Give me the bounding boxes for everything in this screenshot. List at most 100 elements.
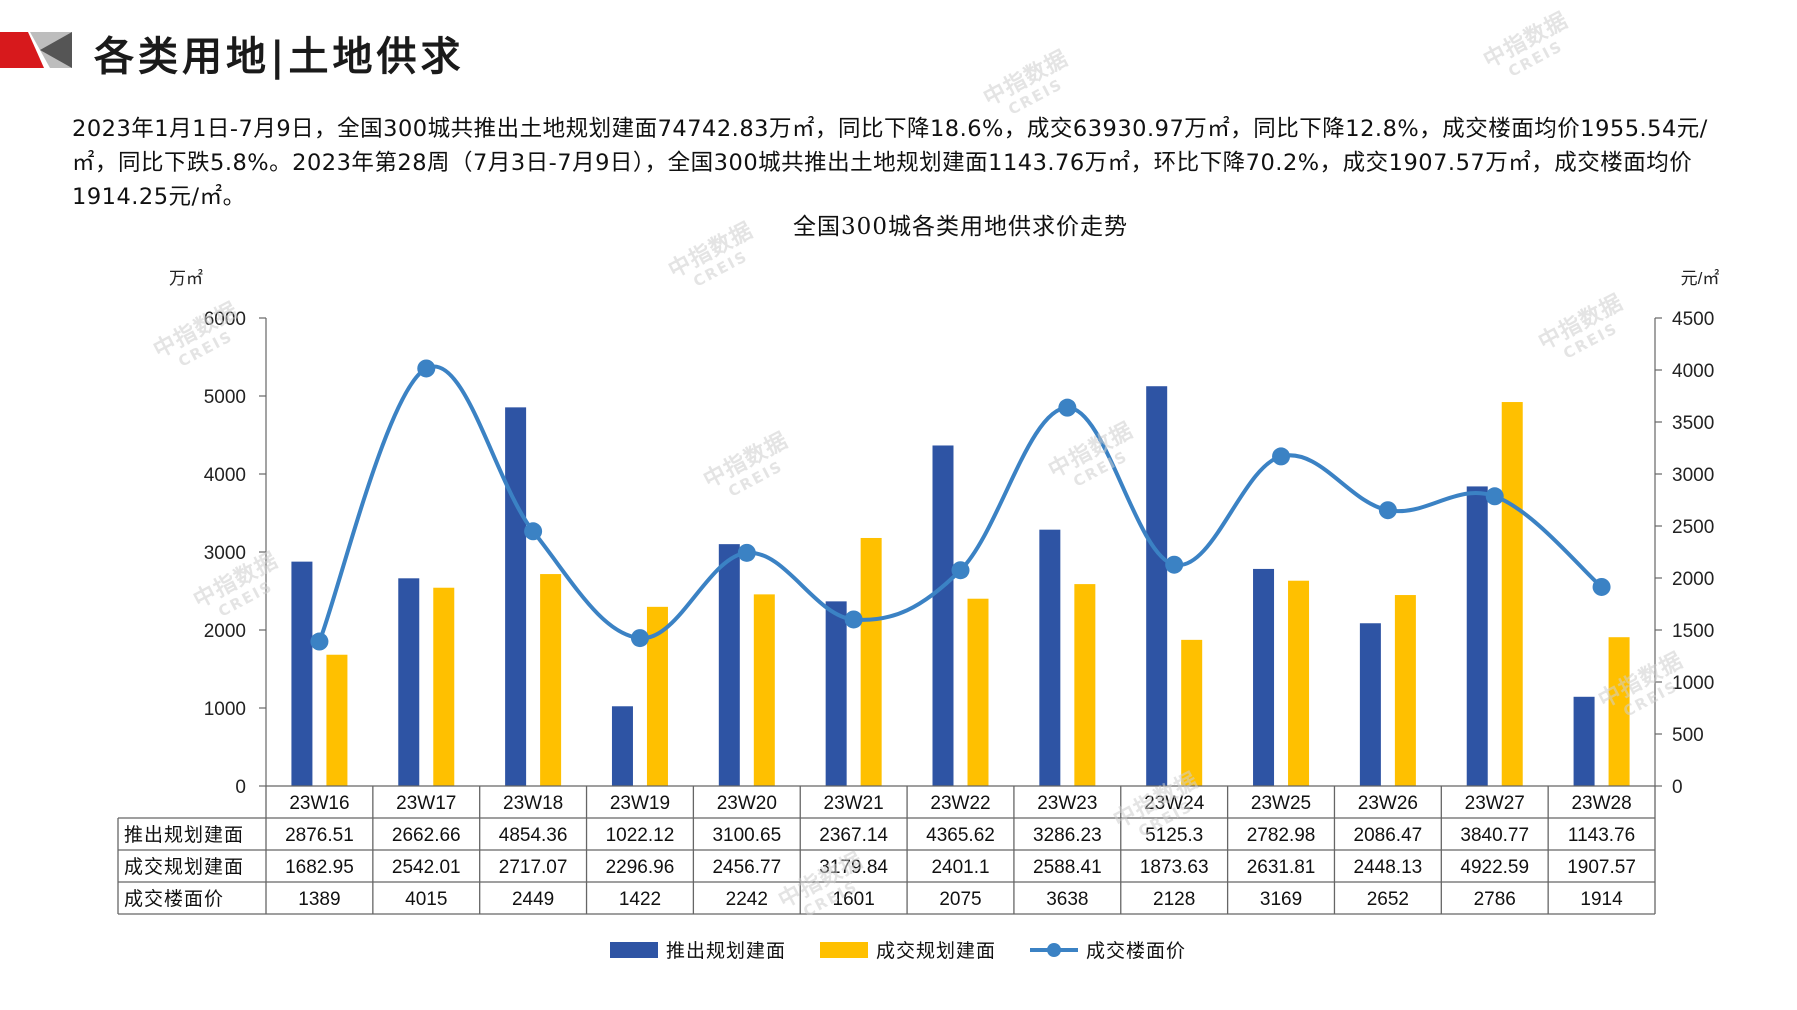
line-point [844, 610, 863, 629]
table-cell: 1601 [833, 889, 875, 910]
y-left-tick-label: 0 [235, 777, 246, 798]
legend-swatch-deal [820, 942, 868, 958]
line-point [417, 359, 436, 378]
table-cell: 2449 [512, 889, 554, 910]
bar-deal [540, 574, 562, 786]
table-cell: 2588.41 [1033, 857, 1102, 878]
bar-deal [326, 654, 348, 786]
y-right-unit-label: 元/㎡ [1681, 269, 1720, 288]
bar-deal [860, 537, 882, 786]
table-cell: 1389 [298, 889, 340, 910]
table-cell: 3840.77 [1460, 825, 1529, 846]
bar-supply [505, 407, 527, 786]
y-right-tick-label: 2000 [1672, 569, 1714, 590]
table-cell: 2717.07 [499, 857, 568, 878]
x-tick-label: 23W18 [503, 793, 563, 814]
table-cell: 2456.77 [712, 857, 781, 878]
y-right-tick-label: 2500 [1672, 517, 1714, 538]
legend-swatch-supply [610, 942, 658, 958]
x-tick-label: 23W28 [1571, 793, 1631, 814]
bar-deal [1608, 637, 1630, 786]
table-cell: 1022.12 [606, 825, 675, 846]
x-tick-label: 23W21 [824, 793, 884, 814]
table-cell: 2075 [939, 889, 981, 910]
bar-supply [932, 445, 954, 786]
table-cell: 2542.01 [392, 857, 461, 878]
table-cell: 1873.63 [1140, 857, 1209, 878]
x-tick-label: 23W16 [289, 793, 349, 814]
table-cell: 2786 [1474, 889, 1516, 910]
y-left-tick-label: 6000 [204, 309, 246, 330]
y-right-tick-label: 3500 [1672, 413, 1714, 434]
bar-supply [1146, 386, 1168, 786]
legend-label-price: 成交楼面价 [1086, 940, 1186, 962]
x-tick-label: 23W20 [717, 793, 777, 814]
y-right-tick-label: 4500 [1672, 309, 1714, 330]
table-cell: 3286.23 [1033, 825, 1102, 846]
table-cell: 3179.84 [819, 857, 888, 878]
line-point [1058, 398, 1077, 417]
line-point [1485, 487, 1504, 506]
y-right-tick-label: 500 [1672, 725, 1704, 746]
x-tick-label: 23W27 [1465, 793, 1525, 814]
line-point [630, 629, 649, 648]
y-right-tick-label: 1000 [1672, 673, 1714, 694]
line-point [1272, 447, 1291, 466]
y-right-tick-label: 0 [1672, 777, 1683, 798]
bar-deal [1074, 584, 1096, 786]
table-cell: 2367.14 [819, 825, 888, 846]
bar-deal [1501, 402, 1523, 786]
bar-supply [291, 561, 313, 786]
table-cell: 2782.98 [1247, 825, 1316, 846]
table-cell: 1422 [619, 889, 661, 910]
line-point [524, 522, 543, 541]
bar-supply [398, 578, 420, 786]
x-tick-label: 23W19 [610, 793, 670, 814]
y-left-unit-label: 万㎡ [169, 269, 203, 288]
bar-supply [718, 544, 740, 786]
y-left-tick-label: 1000 [204, 699, 246, 720]
table-cell: 1143.76 [1568, 825, 1635, 846]
y-left-tick-label: 5000 [204, 387, 246, 408]
bar-supply [1466, 486, 1488, 786]
bar-supply [825, 601, 847, 786]
legend-label-supply: 推出规划建面 [666, 940, 786, 962]
y-left-tick-label: 3000 [204, 543, 246, 564]
y-right-tick-label: 3000 [1672, 465, 1714, 486]
bar-deal [1394, 595, 1416, 786]
legend-label-deal: 成交规划建面 [876, 940, 996, 962]
x-tick-label: 23W26 [1358, 793, 1418, 814]
table-cell: 2662.66 [392, 825, 461, 846]
bar-deal [753, 594, 775, 786]
line-point [1165, 555, 1184, 574]
line-point [951, 561, 970, 580]
bar-supply [1253, 568, 1275, 786]
bar-deal [433, 587, 455, 786]
bar-supply [1359, 623, 1381, 786]
table-cell: 2128 [1153, 889, 1195, 910]
table-cell: 1907.57 [1567, 857, 1636, 878]
table-cell: 3100.65 [712, 825, 781, 846]
table-cell: 4922.59 [1460, 857, 1529, 878]
y-left-tick-label: 2000 [204, 621, 246, 642]
bar-supply [611, 706, 633, 786]
table-cell: 2296.96 [606, 857, 675, 878]
bar-supply [1573, 696, 1595, 786]
table-cell: 4365.62 [926, 825, 995, 846]
page-title: 各类用地|土地供求 [94, 33, 465, 80]
logo-dark-shape [40, 32, 72, 68]
table-cell: 2086.47 [1354, 825, 1423, 846]
table-cell: 1682.95 [285, 857, 354, 878]
x-tick-label: 23W22 [930, 793, 990, 814]
logo-red-shape [0, 32, 44, 68]
x-tick-label: 23W23 [1037, 793, 1097, 814]
table-cell: 2652 [1367, 889, 1409, 910]
table-row-header: 成交楼面价 [124, 888, 224, 910]
table-cell: 2242 [726, 889, 768, 910]
table-cell: 5125.3 [1145, 825, 1203, 846]
table-cell: 2631.81 [1247, 857, 1316, 878]
bar-deal [967, 598, 989, 786]
table-cell: 2401.1 [931, 857, 989, 878]
x-tick-label: 23W25 [1251, 793, 1311, 814]
table-cell: 2448.13 [1354, 857, 1423, 878]
